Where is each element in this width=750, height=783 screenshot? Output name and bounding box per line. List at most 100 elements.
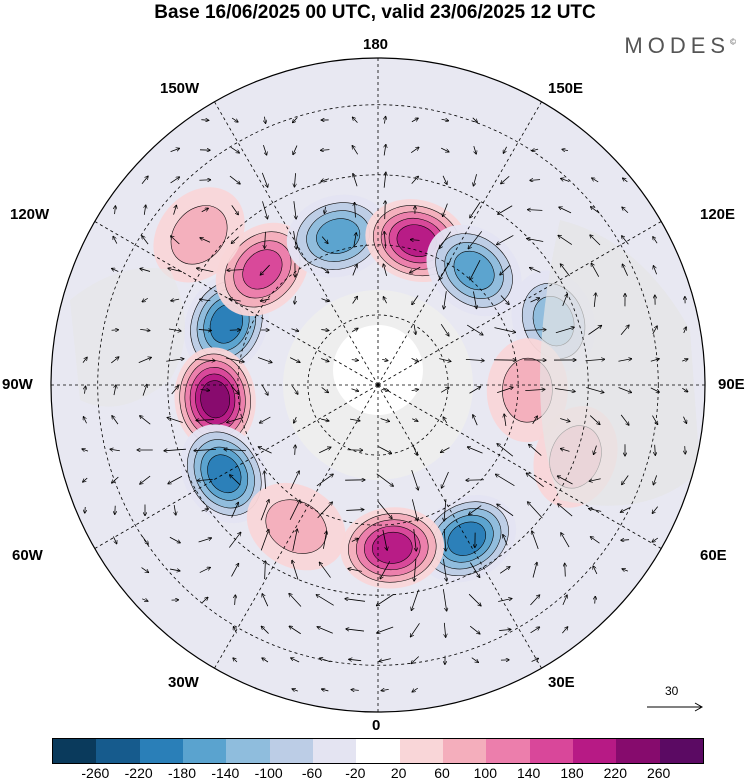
wind-vector [355,202,356,218]
wind-vector [377,501,392,518]
meridian-line [377,221,662,386]
wind-vector [439,358,451,362]
wind-vector [229,175,240,184]
wind-vector [591,263,600,277]
wind-vector [138,357,151,363]
wind-vector [469,387,481,394]
lon-label-0: 0 [372,717,381,734]
wind-vector [411,389,419,390]
wind-vector [264,471,265,489]
wind-vector [412,444,418,455]
wind-vector [115,206,116,215]
wind-vector [532,531,539,550]
wind-vector [173,205,177,215]
wind-vector [497,504,514,517]
wind-vector [497,235,514,244]
wind-vector [293,201,296,219]
wind-vector [321,330,328,331]
wind-vector [474,145,476,154]
wind-vector [650,359,659,362]
colorbar-tick-label: -60 [301,765,323,781]
wind-vector [201,120,208,121]
wind-vector [444,622,445,637]
wind-vector [622,475,629,485]
wind-vector [498,205,513,214]
wind-vector [322,689,329,691]
wind-vector [316,595,334,606]
wind-vector [229,299,241,302]
wind-vector [562,627,567,634]
wind-vector [200,390,210,391]
wind-vector [412,419,418,422]
wind-vector [353,117,358,123]
wind-vector [562,149,569,150]
wind-vector [169,536,180,543]
wind-vector [685,446,686,454]
wind-vector [381,689,389,690]
wind-vector [589,415,600,425]
wind-vector [530,627,540,634]
wind-vector [140,329,150,330]
wind-vector [498,599,512,602]
wind-vector [317,627,333,634]
wind-vector [443,203,448,217]
colorbar-swatch [442,739,487,763]
colorbar-swatch [226,739,270,763]
wind-vector [594,445,597,455]
wind-vector [468,593,481,606]
lon-label-30w: 30W [168,674,199,691]
wind-vector [258,447,272,454]
colorbar-swatch [616,739,660,763]
wind-vector [260,500,269,521]
wind-vector [590,235,601,246]
wind-vector [257,357,272,363]
wind-vector [351,389,358,391]
lon-label-90e: 90E [718,376,745,393]
wind-vector [141,535,148,544]
wind-vector [85,506,86,513]
wind-vector [352,296,358,304]
wind-vector [555,327,574,334]
wind-vector [142,599,148,601]
wind-vector [622,264,628,276]
wind-vector [168,268,183,273]
lon-label-60e: 60E [700,547,727,564]
wind-vector [294,173,295,187]
wind-vector [196,420,215,421]
anomaly-center [417,495,517,583]
wind-vector [588,326,602,335]
wind-vector [473,291,476,308]
wind-vector [652,326,657,335]
wind-vector [559,207,572,214]
wind-vector [164,449,186,451]
wind-vector [618,387,632,392]
land-asia [540,220,700,506]
wind-vector [83,417,87,424]
anomaly-center [153,187,245,283]
lon-label-120w: 120W [10,206,50,223]
wind-vector [411,118,418,123]
wind-vector [265,561,266,580]
wind-vector [410,147,419,154]
latitude-circle [97,104,659,666]
wind-vector [557,476,573,485]
wind-vector [290,471,299,490]
land-mask [70,220,700,506]
map-title: Base 16/06/2025 00 UTC, valid 23/06/2025… [154,2,596,23]
wind-vector [260,299,270,301]
wind-vector [504,414,506,426]
wind-vector [201,208,209,213]
wind-vector [227,270,243,271]
colorbar-ticks: -260 -220 -180 -140 -100 -60 -20 20 60 100 140 180 2… [52,765,702,783]
wind-vector [496,474,515,487]
colorbar-swatch [529,739,573,763]
wind-vector [383,297,387,304]
wind-vector [174,504,176,515]
wind-vector [321,179,330,182]
wind-vector [410,266,421,273]
wind-vector [384,116,385,124]
wind-vector [292,560,299,580]
wind-vector [140,416,151,425]
wind-vector [653,237,658,244]
colorbar-swatch [312,739,357,763]
